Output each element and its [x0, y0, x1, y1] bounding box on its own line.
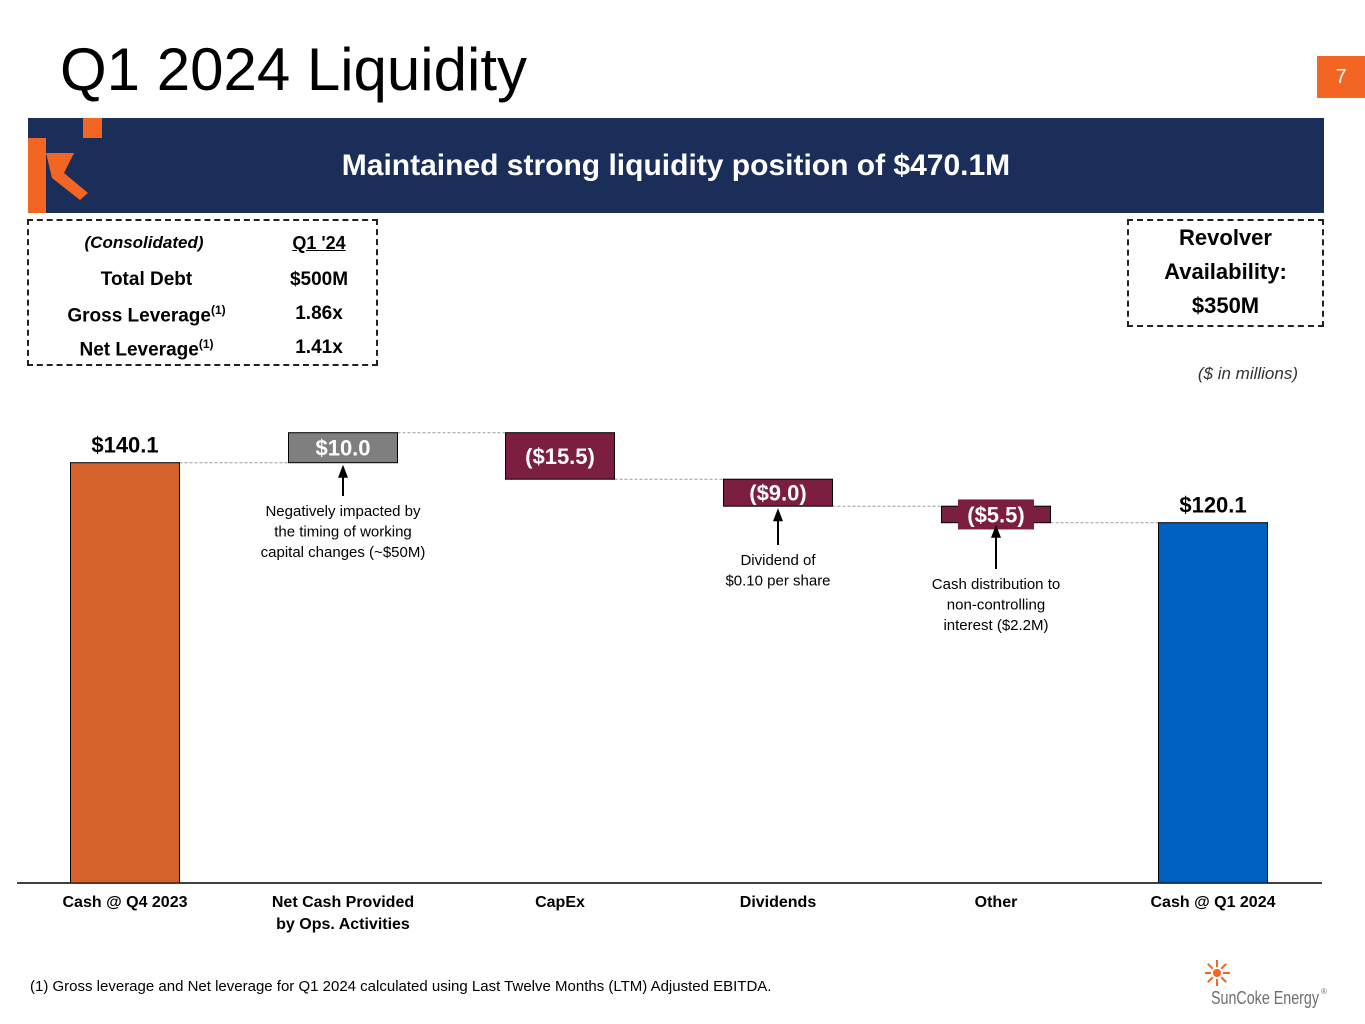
- category-label: Cash @ Q1 2024: [1151, 894, 1276, 911]
- table-row-label: Net Leverage(1): [79, 337, 214, 361]
- revolver-line: Revolver: [1179, 225, 1272, 250]
- table-header-label: (Consolidated): [84, 233, 204, 252]
- annotation-text: the timing of working: [274, 524, 412, 541]
- banner: Maintained strong liquidity position of …: [28, 118, 1324, 213]
- waterfall-bar: [723, 478, 833, 507]
- category-label: CapEx: [535, 894, 585, 911]
- waterfall-bar: [1158, 522, 1268, 884]
- table-row-value: $500M: [289, 269, 349, 290]
- table-header-period: Q1 '24: [292, 233, 346, 253]
- logo-wordmark: SunCoke Energy: [1211, 988, 1319, 1008]
- annotation-arrowhead: [338, 464, 348, 478]
- suncoke-mark-icon: [28, 118, 102, 213]
- category-label: Other: [975, 894, 1018, 911]
- annotation-text: Cash distribution to: [932, 576, 1060, 593]
- page-number: 7: [1317, 56, 1365, 98]
- category-label: Dividends: [740, 894, 817, 911]
- annotation-text: Negatively impacted by: [265, 503, 421, 520]
- annotation-text: interest ($2.2M): [943, 617, 1048, 634]
- data-label: $120.1: [1179, 493, 1246, 518]
- units-note: ($ in millions): [1197, 364, 1298, 383]
- data-label-background: [958, 499, 1034, 530]
- waterfall-bar: [288, 432, 398, 464]
- suncoke-logo: SunCoke Energy ®: [1205, 960, 1327, 1008]
- revolver-line: Availability:: [1164, 259, 1287, 284]
- category-label: by Ops. Activities: [276, 916, 410, 933]
- table-row-value: 1.86x: [295, 303, 343, 324]
- waterfall-bar: [505, 432, 615, 480]
- table-row-value: 1.41x: [295, 337, 343, 358]
- data-label: $10.0: [315, 436, 370, 461]
- annotation-text: non-controlling: [947, 597, 1045, 614]
- banner-headline: Maintained strong liquidity position of …: [341, 149, 1011, 182]
- table-row-label: Gross Leverage(1): [67, 303, 226, 327]
- data-label: ($5.5): [967, 502, 1024, 527]
- data-label: $140.1: [91, 433, 158, 458]
- waterfall-chart: $140.1 Cash @ Q4 2023 $10.0 Net Cash Provid…: [17, 432, 1322, 933]
- revolver-availability-box: Revolver Availability: $350M: [1127, 219, 1324, 327]
- page-title: Q1 2024 Liquidity: [60, 36, 527, 103]
- waterfall-bar: [70, 462, 180, 884]
- annotation-arrowhead: [991, 524, 1001, 538]
- annotation-text: capital changes (~$50M): [261, 544, 426, 561]
- annotation-text: $0.10 per share: [725, 573, 830, 590]
- annotation-arrowhead: [773, 508, 783, 522]
- sun-icon: [1205, 960, 1230, 986]
- data-label: ($9.0): [749, 481, 806, 506]
- table-row-label: Total Debt: [100, 269, 193, 290]
- category-label: Net Cash Provided: [272, 894, 414, 911]
- footnote: (1) Gross leverage and Net leverage for …: [30, 978, 772, 995]
- annotation-text: Dividend of: [740, 552, 816, 569]
- category-label: Cash @ Q4 2023: [63, 894, 188, 911]
- revolver-value: $350M: [1191, 293, 1260, 318]
- debt-summary-table: (Consolidated) Q1 '24 Total Debt $500M G…: [27, 219, 378, 366]
- data-label: ($15.5): [525, 444, 595, 469]
- logo-registered-mark: ®: [1321, 987, 1327, 996]
